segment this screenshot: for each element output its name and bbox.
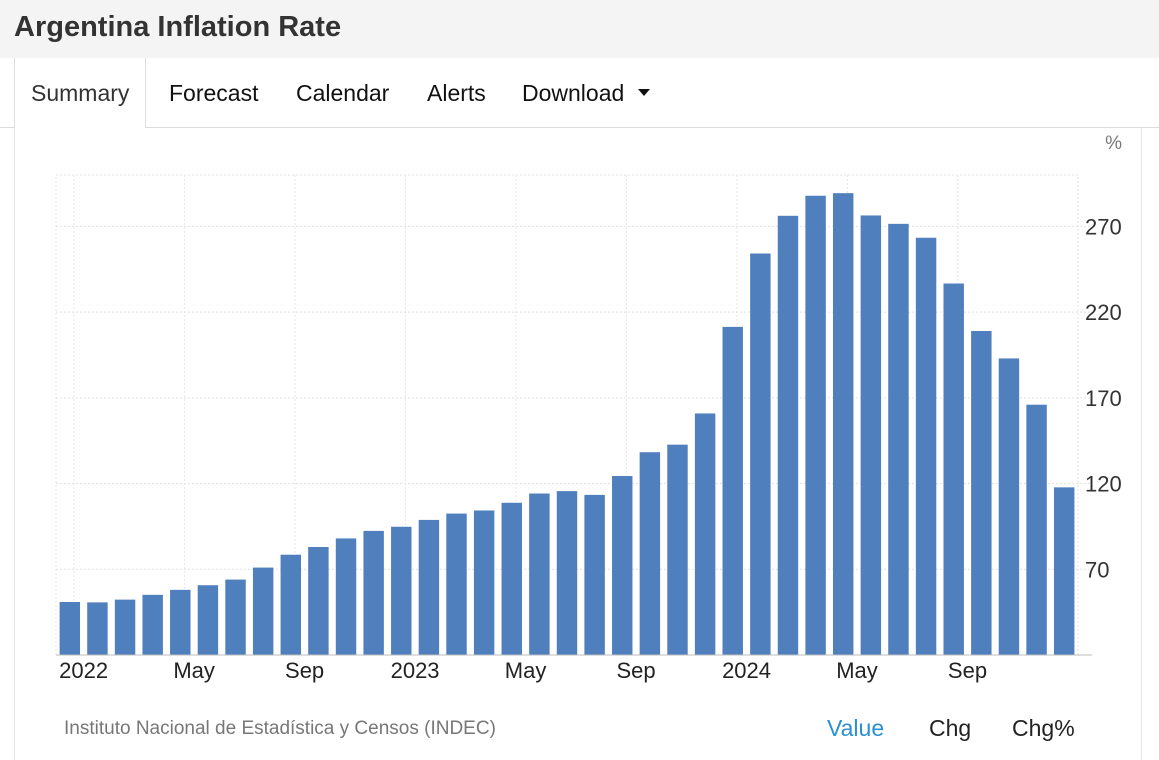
panel-border-right <box>1141 128 1142 760</box>
bar <box>639 452 661 655</box>
x-tick-label: Sep <box>948 658 987 683</box>
x-tick-label: 2024 <box>722 658 771 683</box>
bar <box>391 526 412 655</box>
bar <box>87 602 108 655</box>
bar <box>694 413 716 655</box>
tab-bar: Summary Forecast Calendar Alerts Downloa… <box>0 58 1159 128</box>
bar <box>114 599 136 655</box>
bar <box>888 223 909 655</box>
x-tick-label: 2023 <box>391 658 440 683</box>
tab-calendar[interactable]: Calendar <box>296 80 390 106</box>
tab-summary[interactable]: Summary <box>14 58 147 128</box>
y-tick-label: 120 <box>1085 472 1122 497</box>
x-tick-label: Sep <box>616 658 655 683</box>
bar <box>667 444 688 655</box>
y-unit-label: % <box>1105 133 1122 154</box>
bar <box>170 589 191 655</box>
value-toggle[interactable]: Value <box>827 715 885 741</box>
bar <box>225 579 246 655</box>
bar <box>750 253 771 655</box>
header-bar: Argentina Inflation Rate <box>0 0 1159 59</box>
x-tick-label: May <box>505 658 547 683</box>
tab-alerts[interactable]: Alerts <box>427 80 486 106</box>
bar <box>805 195 826 655</box>
bar <box>197 585 219 655</box>
bar <box>971 331 992 655</box>
bar <box>363 530 384 655</box>
chg-percent-toggle[interactable]: Chg% <box>1012 715 1075 741</box>
bar <box>556 491 578 655</box>
bar <box>612 476 633 655</box>
bar <box>446 513 467 655</box>
x-tick-label: 2022 <box>59 658 108 683</box>
bar <box>1026 404 1047 655</box>
y-tick-label: 70 <box>1085 557 1109 582</box>
bar <box>418 519 440 655</box>
bar <box>59 602 81 655</box>
bar <box>584 494 605 655</box>
tab-forecast[interactable]: Forecast <box>169 80 259 106</box>
chg-toggle[interactable]: Chg <box>929 715 972 741</box>
tab-download-label: Download <box>522 80 625 106</box>
data-source-text: Instituto Nacional de Estadística y Cens… <box>64 718 496 739</box>
bar <box>335 538 357 655</box>
bar <box>280 554 302 655</box>
bar <box>915 237 937 655</box>
x-tick-label: May <box>836 658 878 683</box>
chevron-down-icon <box>638 89 651 97</box>
bar <box>860 215 882 655</box>
y-tick-label: 220 <box>1085 300 1122 325</box>
y-tick-label: 270 <box>1085 214 1122 239</box>
bar <box>832 193 854 655</box>
tab-download[interactable]: Download <box>522 58 651 127</box>
x-tick-label: Sep <box>285 658 324 683</box>
bar <box>501 502 522 655</box>
bar <box>722 326 743 655</box>
bar <box>252 567 274 655</box>
page-title: Argentina Inflation Rate <box>14 11 342 43</box>
bar <box>943 283 964 655</box>
y-tick-label: 170 <box>1085 386 1122 411</box>
bar <box>308 547 329 655</box>
bar <box>529 493 550 655</box>
panel-border-left <box>14 128 15 760</box>
x-tick-label: May <box>173 658 215 683</box>
bar <box>777 215 799 656</box>
bar <box>1053 487 1075 655</box>
bar <box>473 510 495 655</box>
bar <box>142 594 163 655</box>
bar <box>998 358 1020 655</box>
